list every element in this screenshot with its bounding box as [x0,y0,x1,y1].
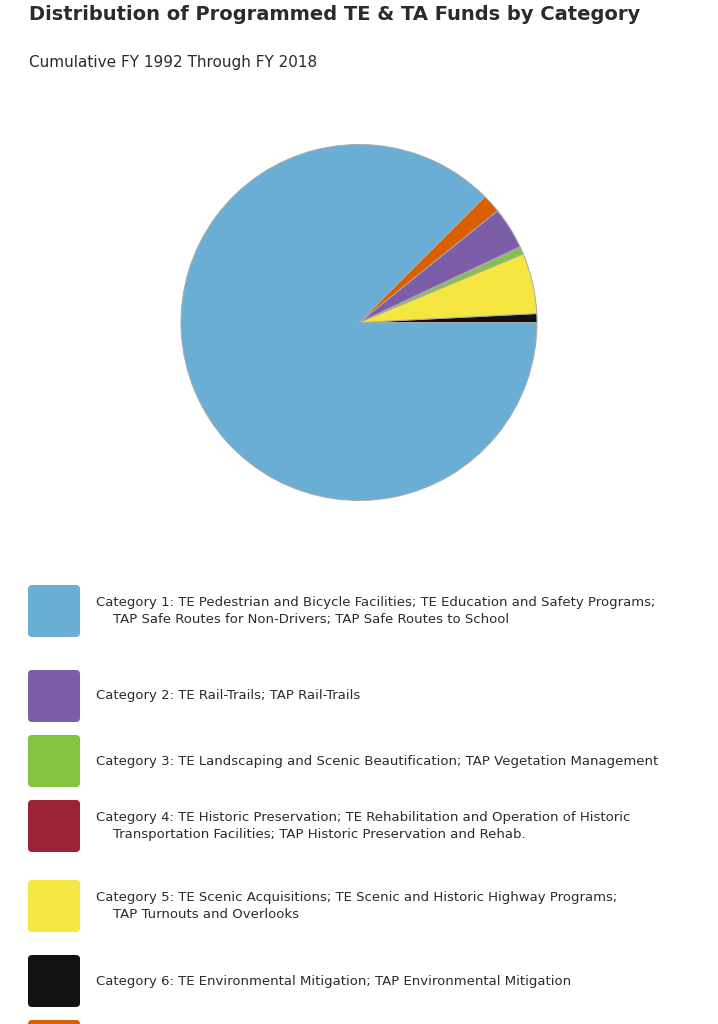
Wedge shape [359,248,523,323]
Text: Category 5: TE Scenic Acquisitions; TE Scenic and Historic Highway Programs;
   : Category 5: TE Scenic Acquisitions; TE S… [96,891,617,921]
Text: Distribution of Programmed TE & TA Funds by Category: Distribution of Programmed TE & TA Funds… [29,5,640,24]
Wedge shape [359,247,521,323]
Wedge shape [359,211,520,323]
Text: Category 3: TE Landscaping and Scenic Beautification; TAP Vegetation Management: Category 3: TE Landscaping and Scenic Be… [96,755,658,768]
Text: Category 2: TE Rail-Trails; TAP Rail-Trails: Category 2: TE Rail-Trails; TAP Rail-Tra… [96,689,360,702]
FancyBboxPatch shape [28,735,80,787]
Wedge shape [359,254,537,323]
Wedge shape [359,197,498,323]
FancyBboxPatch shape [28,670,80,722]
Wedge shape [181,144,537,501]
FancyBboxPatch shape [28,1020,80,1024]
FancyBboxPatch shape [28,800,80,852]
Text: Category 1: TE Pedestrian and Bicycle Facilities; TE Education and Safety Progra: Category 1: TE Pedestrian and Bicycle Fa… [96,596,656,626]
FancyBboxPatch shape [28,955,80,1007]
FancyBboxPatch shape [28,585,80,637]
Text: Category 6: TE Environmental Mitigation; TAP Environmental Mitigation: Category 6: TE Environmental Mitigation;… [96,975,571,987]
Text: Category 4: TE Historic Preservation; TE Rehabilitation and Operation of Histori: Category 4: TE Historic Preservation; TE… [96,811,630,841]
FancyBboxPatch shape [28,880,80,932]
Wedge shape [359,313,537,323]
Text: Cumulative FY 1992 Through FY 2018: Cumulative FY 1992 Through FY 2018 [29,55,317,70]
